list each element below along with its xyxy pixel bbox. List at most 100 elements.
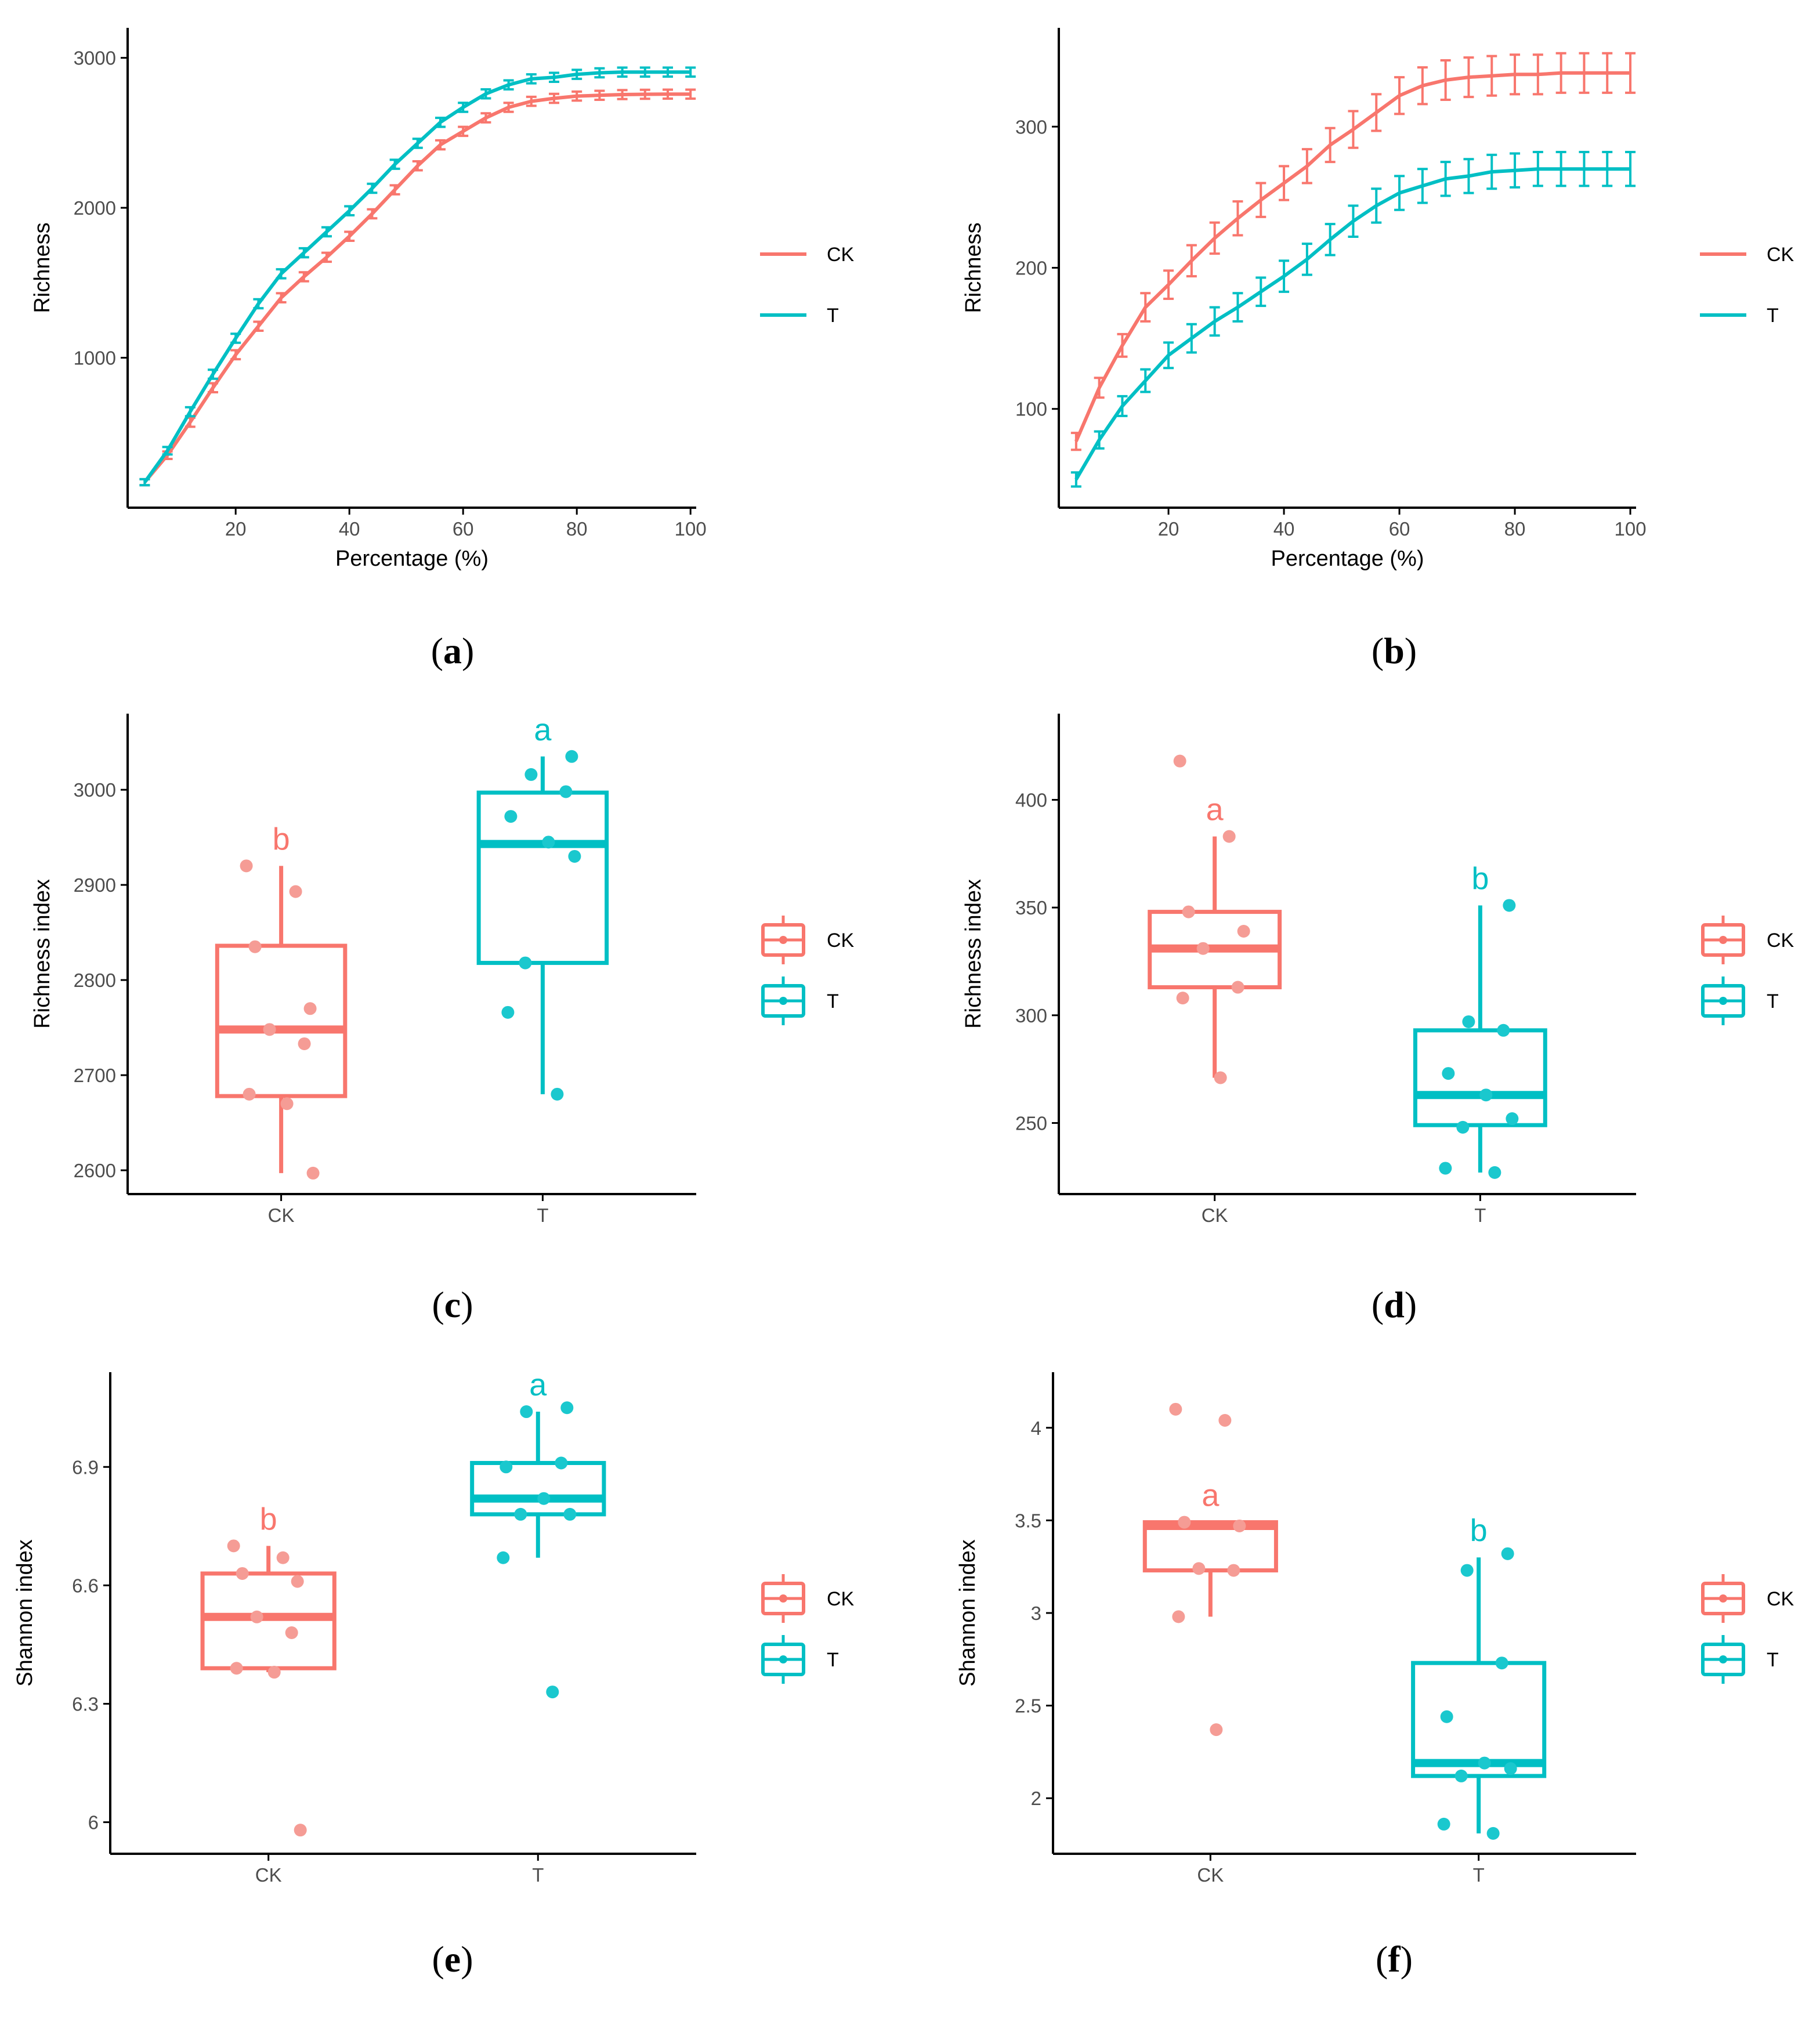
x-tick-label: 100	[1615, 518, 1647, 540]
error-bar	[1163, 341, 1174, 370]
y-tick-label: 6	[88, 1812, 99, 1833]
error-bar	[1325, 223, 1336, 256]
error-bar	[1094, 377, 1105, 399]
series-line-t	[143, 70, 691, 483]
data-point	[1172, 1610, 1185, 1623]
y-tick-label: 6.6	[72, 1575, 99, 1596]
data-point	[248, 940, 262, 953]
error-bar	[639, 66, 650, 78]
error-bar	[594, 67, 605, 79]
legend-label-t: T	[1767, 990, 1779, 1012]
panel-label-a: (a)	[430, 630, 475, 671]
x-tick-label: 80	[566, 518, 588, 540]
series-t	[1070, 151, 1636, 488]
data-point	[1488, 1166, 1501, 1179]
data-point	[1478, 1756, 1491, 1770]
error-bar	[480, 112, 491, 124]
error-bar	[639, 88, 650, 100]
error-bar	[253, 320, 264, 332]
error-bar	[1440, 59, 1451, 102]
error-bar	[480, 88, 491, 100]
error-bar	[1371, 93, 1382, 132]
data-point	[501, 1006, 515, 1019]
data-point	[568, 849, 581, 863]
legend-label-ck: CK	[1767, 1588, 1794, 1610]
data-point	[1497, 1023, 1510, 1037]
error-bar	[1417, 66, 1428, 106]
y-tick-label: 100	[1015, 399, 1047, 420]
y-tick-label: 3000	[74, 48, 116, 69]
data-point	[243, 1087, 256, 1101]
x-tick-label: CK	[1197, 1864, 1224, 1886]
data-point	[1176, 992, 1189, 1005]
data-point	[240, 859, 253, 873]
y-tick-label: 1000	[74, 348, 116, 369]
y-tick-label: 2700	[74, 1065, 116, 1086]
box-t: a	[476, 712, 609, 1101]
data-point	[291, 1575, 304, 1588]
data-point	[280, 1097, 294, 1111]
y-axis-title: Shannon index	[956, 1539, 980, 1687]
data-point	[560, 1401, 574, 1415]
data-point	[1454, 1769, 1468, 1782]
error-bar	[617, 66, 628, 78]
panel-label-d: (d)	[1371, 1284, 1417, 1325]
legend-label-ck: CK	[827, 244, 855, 266]
data-point	[1214, 1071, 1227, 1084]
error-bar	[276, 268, 287, 280]
error-bar	[389, 158, 400, 170]
panel-label-b: (b)	[1371, 630, 1417, 671]
significance-letter: a	[534, 712, 552, 747]
error-bar	[1255, 182, 1267, 218]
error-bar	[230, 332, 241, 344]
x-tick-label: 40	[339, 518, 360, 540]
error-bar	[1579, 52, 1590, 94]
legend-key-point	[1719, 1594, 1727, 1603]
error-bar	[1209, 221, 1220, 255]
error-bar	[1555, 151, 1566, 187]
data-point	[546, 1686, 559, 1699]
error-bar	[1486, 55, 1497, 97]
y-tick-label: 350	[1015, 897, 1047, 918]
error-bar	[276, 292, 287, 303]
significance-letter: a	[529, 1368, 547, 1402]
error-bar	[1070, 432, 1081, 451]
data-point	[537, 1492, 551, 1505]
error-bar	[1325, 126, 1336, 164]
error-bar	[1417, 168, 1428, 204]
error-bar	[298, 247, 309, 259]
data-point	[250, 1610, 263, 1623]
box-iqr	[476, 790, 609, 965]
error-bar	[1117, 395, 1128, 417]
y-tick-label: 2900	[74, 874, 116, 896]
error-bar	[1232, 200, 1243, 237]
x-tick-label: CK	[1202, 1205, 1228, 1226]
data-point	[236, 1567, 249, 1580]
data-point	[520, 1405, 533, 1419]
error-bar	[1279, 259, 1290, 293]
error-bar	[367, 208, 378, 220]
chart-f: 2 2.5 3 3.5 4 Shannon index a CK b T CK T	[956, 1372, 1794, 1886]
y-tick-label: 2800	[74, 970, 116, 991]
legend-item-t: T	[761, 976, 839, 1025]
legend-item-ck: CK	[761, 916, 855, 964]
legend-key-point	[779, 1655, 787, 1663]
legend-item-t: T	[1700, 305, 1779, 327]
error-bar	[526, 73, 537, 85]
error-bar	[344, 230, 355, 242]
error-bar	[1140, 368, 1151, 393]
box-ck: a	[1148, 754, 1282, 1084]
error-bar	[663, 66, 673, 78]
x-tick-label: CK	[268, 1205, 295, 1226]
legend-item-t: T	[761, 1635, 839, 1684]
legend-key-point	[1719, 1655, 1727, 1663]
error-bar	[503, 79, 514, 91]
error-bar	[685, 66, 696, 78]
error-bar	[458, 125, 469, 138]
error-bar	[1579, 151, 1590, 187]
x-tick-label: 20	[225, 518, 247, 540]
significance-letter: a	[1206, 793, 1224, 827]
data-point	[1192, 1562, 1206, 1575]
x-tick-label: 20	[1158, 518, 1179, 540]
data-point	[1222, 830, 1236, 843]
